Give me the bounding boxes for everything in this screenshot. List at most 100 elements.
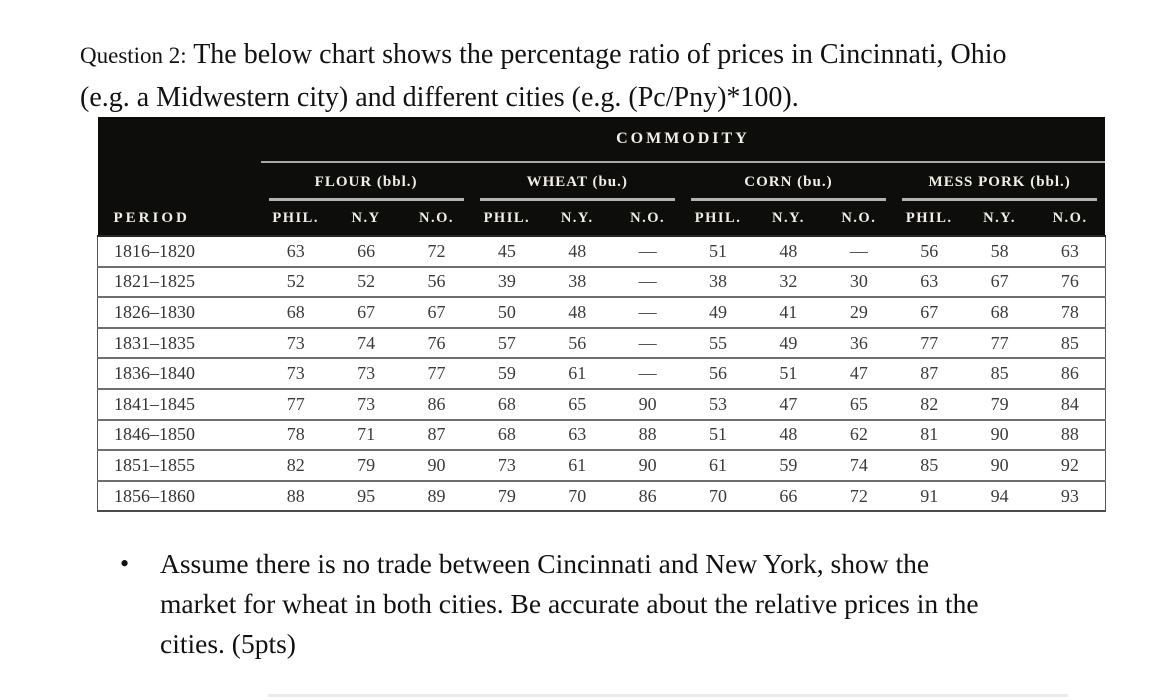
value-cell: 72 <box>823 479 895 513</box>
value-cell: 90 <box>401 449 472 481</box>
value-cell: 48 <box>542 235 613 267</box>
period-cell: 1856–1860 <box>97 479 261 513</box>
value-cell: 41 <box>753 296 824 328</box>
value-cell: 87 <box>894 357 965 389</box>
table-row: 1821–1825 52 52 56 39 38—38 32 30 63 67 76 <box>97 265 1106 298</box>
group-header-label: WHEAT (bu.) <box>526 174 628 190</box>
value-cell: 82 <box>894 387 965 420</box>
value-cell: 63 <box>894 265 965 298</box>
bullet-line-1: Assume there is no trade between Cincinn… <box>160 548 930 579</box>
value-cell: 86 <box>612 479 683 513</box>
commodity-table: COMMODITY FLOUR (bbl.) WHEAT (bu.) CORN (bu… <box>97 117 1106 513</box>
value-cell: 45 <box>471 235 543 267</box>
header-blank-cell <box>97 117 261 162</box>
column-header: PHIL. <box>894 201 965 236</box>
period-cell: 1816–1820 <box>97 235 261 267</box>
value-cell: 38 <box>542 265 613 298</box>
header-blank-cell <box>97 162 261 201</box>
column-header: N.Y. <box>964 201 1035 236</box>
value-cell: 61 <box>542 449 613 481</box>
value-cell: 76 <box>401 326 472 359</box>
value-cell: 51 <box>682 418 754 451</box>
value-cell: — <box>612 357 683 389</box>
value-cell: 39 <box>471 265 543 298</box>
column-header: PHIL. <box>471 201 543 236</box>
value-cell: 76 <box>1034 265 1106 298</box>
table-row: 1816–1820 63 66 72 45 48—51 48—56 58 63 <box>97 235 1106 267</box>
column-header: N.Y. <box>542 201 613 236</box>
value-cell: 81 <box>894 418 965 451</box>
value-cell: 86 <box>1034 357 1106 389</box>
value-cell: 52 <box>260 265 331 298</box>
value-cell: 63 <box>1034 235 1106 267</box>
column-header: N.O. <box>612 201 683 236</box>
value-cell: 73 <box>260 326 331 359</box>
value-cell: 87 <box>401 418 472 451</box>
value-cell: 73 <box>330 387 402 420</box>
value-cell: 72 <box>401 235 472 267</box>
period-cell: 1851–1855 <box>97 449 261 481</box>
value-cell: 68 <box>260 296 331 328</box>
column-header: N.O. <box>823 201 895 236</box>
value-cell: 73 <box>260 357 331 389</box>
group-header-label: CORN (bu.) <box>744 174 833 190</box>
value-cell: 78 <box>260 418 331 451</box>
value-cell: 70 <box>542 479 613 513</box>
value-cell: 56 <box>894 235 965 267</box>
value-cell: 86 <box>401 387 472 420</box>
value-cell: 71 <box>330 418 402 451</box>
value-cell: 90 <box>612 449 683 481</box>
value-cell: 65 <box>542 387 613 420</box>
value-cell: 68 <box>964 296 1035 328</box>
value-cell: 32 <box>753 265 824 298</box>
value-cell: 93 <box>1034 479 1106 513</box>
value-cell: 67 <box>964 265 1035 298</box>
value-cell: 50 <box>471 296 543 328</box>
value-cell: 56 <box>401 265 472 298</box>
value-cell: 88 <box>612 418 683 451</box>
value-cell: 94 <box>964 479 1035 513</box>
group-header-rule <box>479 198 675 201</box>
value-cell: 49 <box>682 296 754 328</box>
group-header-label: FLOUR (bbl.) <box>314 174 418 190</box>
table-row: 1851–1855 82 79 90 73 61 90 61 59 74 85 90 92 <box>97 449 1106 481</box>
period-cell: 1831–1835 <box>97 326 261 359</box>
value-cell: 47 <box>753 387 824 420</box>
column-header: N.Y <box>330 201 402 236</box>
value-cell: 59 <box>471 357 543 389</box>
table-row: 1841–1845 77 73 86 68 65 90 53 47 65 82 79 84 <box>97 387 1106 420</box>
question-line-1-text: The below chart shows the percentage rat… <box>193 39 1007 70</box>
group-header-3: MESS PORK (bbl.) <box>894 162 1106 201</box>
value-cell: 48 <box>753 418 824 451</box>
value-cell: 88 <box>260 479 331 513</box>
table-row: 1856–1860 88 95 89 79 70 86 70 66 72 91 94 93 <box>97 479 1106 513</box>
value-cell: 51 <box>753 357 824 389</box>
group-header-0: FLOUR (bbl.) <box>260 162 472 201</box>
question-label: Question 2: <box>80 43 187 68</box>
value-cell: 63 <box>542 418 613 451</box>
period-column-header: PERIOD <box>97 201 261 236</box>
bullet-text: Assume there is no trade between Cincinn… <box>160 544 979 664</box>
question-line-2: (e.g. a Midwestern city) and different c… <box>80 82 799 113</box>
value-cell: 77 <box>964 326 1035 359</box>
bullet-line-3: cities. (5pts) <box>160 628 296 659</box>
value-cell: 30 <box>823 265 895 298</box>
value-cell: 63 <box>260 235 331 267</box>
group-header-rule <box>268 198 464 201</box>
period-cell: 1841–1845 <box>97 387 261 420</box>
column-header: N.O. <box>401 201 472 236</box>
value-cell: 79 <box>964 387 1035 420</box>
period-cell: 1821–1825 <box>97 265 261 298</box>
value-cell: 62 <box>823 418 895 451</box>
question-line-1: Question 2: The below chart shows the pe… <box>80 34 1140 77</box>
value-cell: 68 <box>471 418 543 451</box>
value-cell: 29 <box>823 296 895 328</box>
value-cell: 36 <box>823 326 895 359</box>
value-cell: 48 <box>542 296 613 328</box>
table-row: 1831–1835 73 74 76 57 56—55 49 36 77 77 85 <box>97 326 1106 359</box>
value-cell: 85 <box>894 449 965 481</box>
value-cell: 48 <box>753 235 824 267</box>
value-cell: 92 <box>1034 449 1106 481</box>
period-cell: 1836–1840 <box>97 357 261 389</box>
